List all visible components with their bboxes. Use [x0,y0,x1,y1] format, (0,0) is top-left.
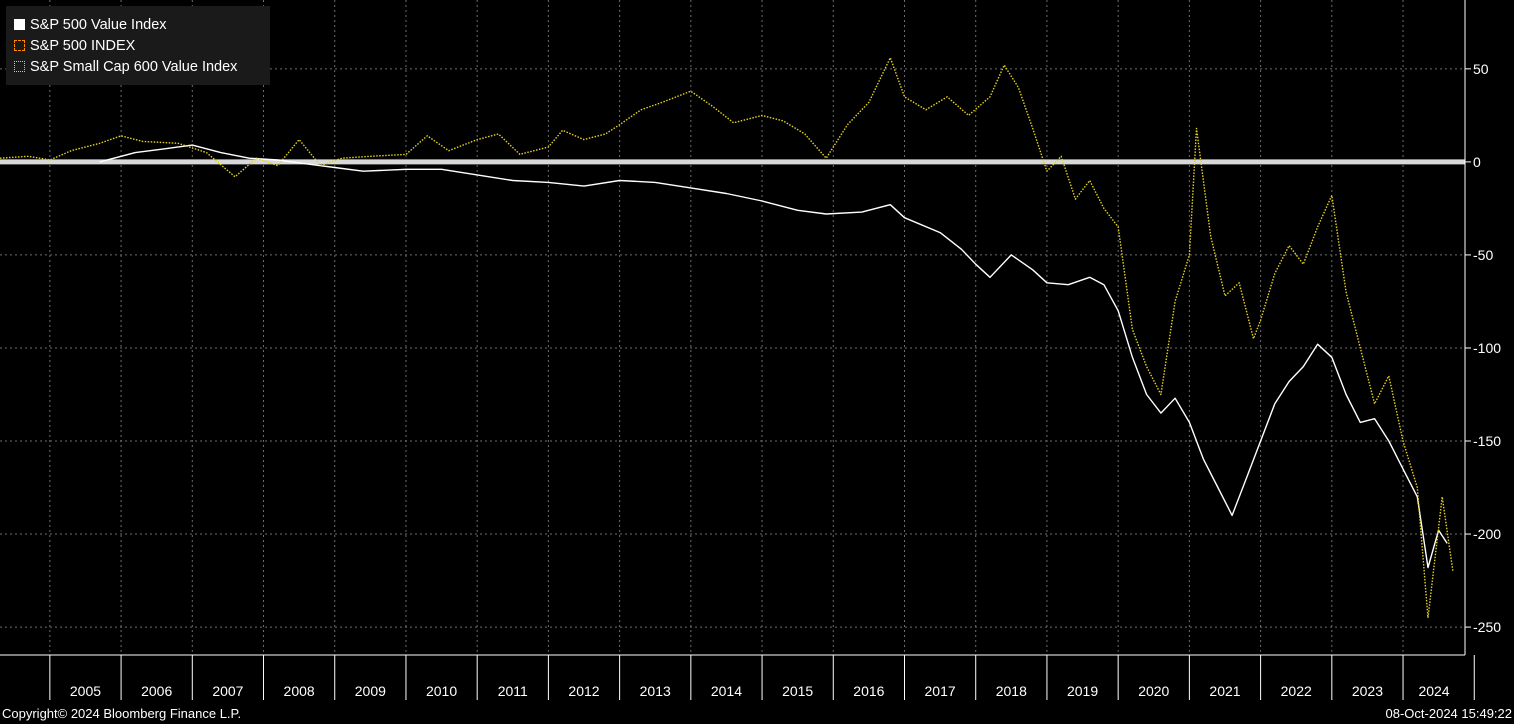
legend-item-sp500-index: S&P 500 INDEX [14,35,270,56]
legend-swatch-dotted [14,61,25,72]
y-tick-label: -100 [1473,340,1501,356]
x-tick-label: 2018 [996,683,1027,699]
y-tick-label: -50 [1473,247,1493,263]
x-tick-label: 2015 [782,683,813,699]
axes: 50 0 -50 -100 -150 -200 -250 2005 2006 2007 2008 20… [0,0,1501,700]
legend-swatch-solid [14,19,25,30]
series-lines [0,57,1454,619]
x-tick-label: 2016 [853,683,884,699]
x-tick-label: 2009 [355,683,386,699]
x-tick-label: 2010 [426,683,457,699]
legend-label: S&P 500 Value Index [30,16,167,33]
x-tick-label: 2020 [1138,683,1169,699]
legend-label: S&P Small Cap 600 Value Index [30,58,238,75]
copyright-text: Copyright© 2024 Bloomberg Finance L.P. [2,706,242,721]
timestamp-text: 08-Oct-2024 15:49:22 [1385,706,1512,721]
x-tick-label: 2011 [498,683,528,699]
legend: S&P 500 Value Index S&P 500 INDEX S&P Sm… [6,6,270,85]
x-tick-label: 2012 [568,683,599,699]
x-tick-label: 2023 [1352,683,1383,699]
y-tick-label: -150 [1473,433,1501,449]
x-tick-label: 2019 [1067,683,1098,699]
series-line-2 [0,57,1454,619]
x-tick-label: 2022 [1281,683,1312,699]
y-tick-label: 0 [1473,154,1481,170]
series-line-0 [99,144,1448,569]
y-tick-label: 50 [1473,61,1489,77]
legend-item-small-cap-value: S&P Small Cap 600 Value Index [14,56,270,77]
x-tick-label: 2005 [70,683,101,699]
x-tick-label: 2021 [1209,683,1240,699]
x-tick-label: 2014 [711,683,742,699]
y-tick-label: -250 [1473,619,1501,635]
x-tick-label: 2006 [141,683,172,699]
x-tick-label: 2008 [284,683,315,699]
x-tick-label: 2024 [1418,683,1449,699]
legend-swatch-dashed [14,40,25,51]
legend-item-sp500-value: S&P 500 Value Index [14,14,270,35]
x-tick-label: 2007 [212,683,243,699]
y-tick-label: -200 [1473,526,1501,542]
x-tick-label: 2017 [925,683,956,699]
x-tick-label: 2013 [640,683,671,699]
grid-lines [0,0,1465,655]
legend-label: S&P 500 INDEX [30,37,136,54]
